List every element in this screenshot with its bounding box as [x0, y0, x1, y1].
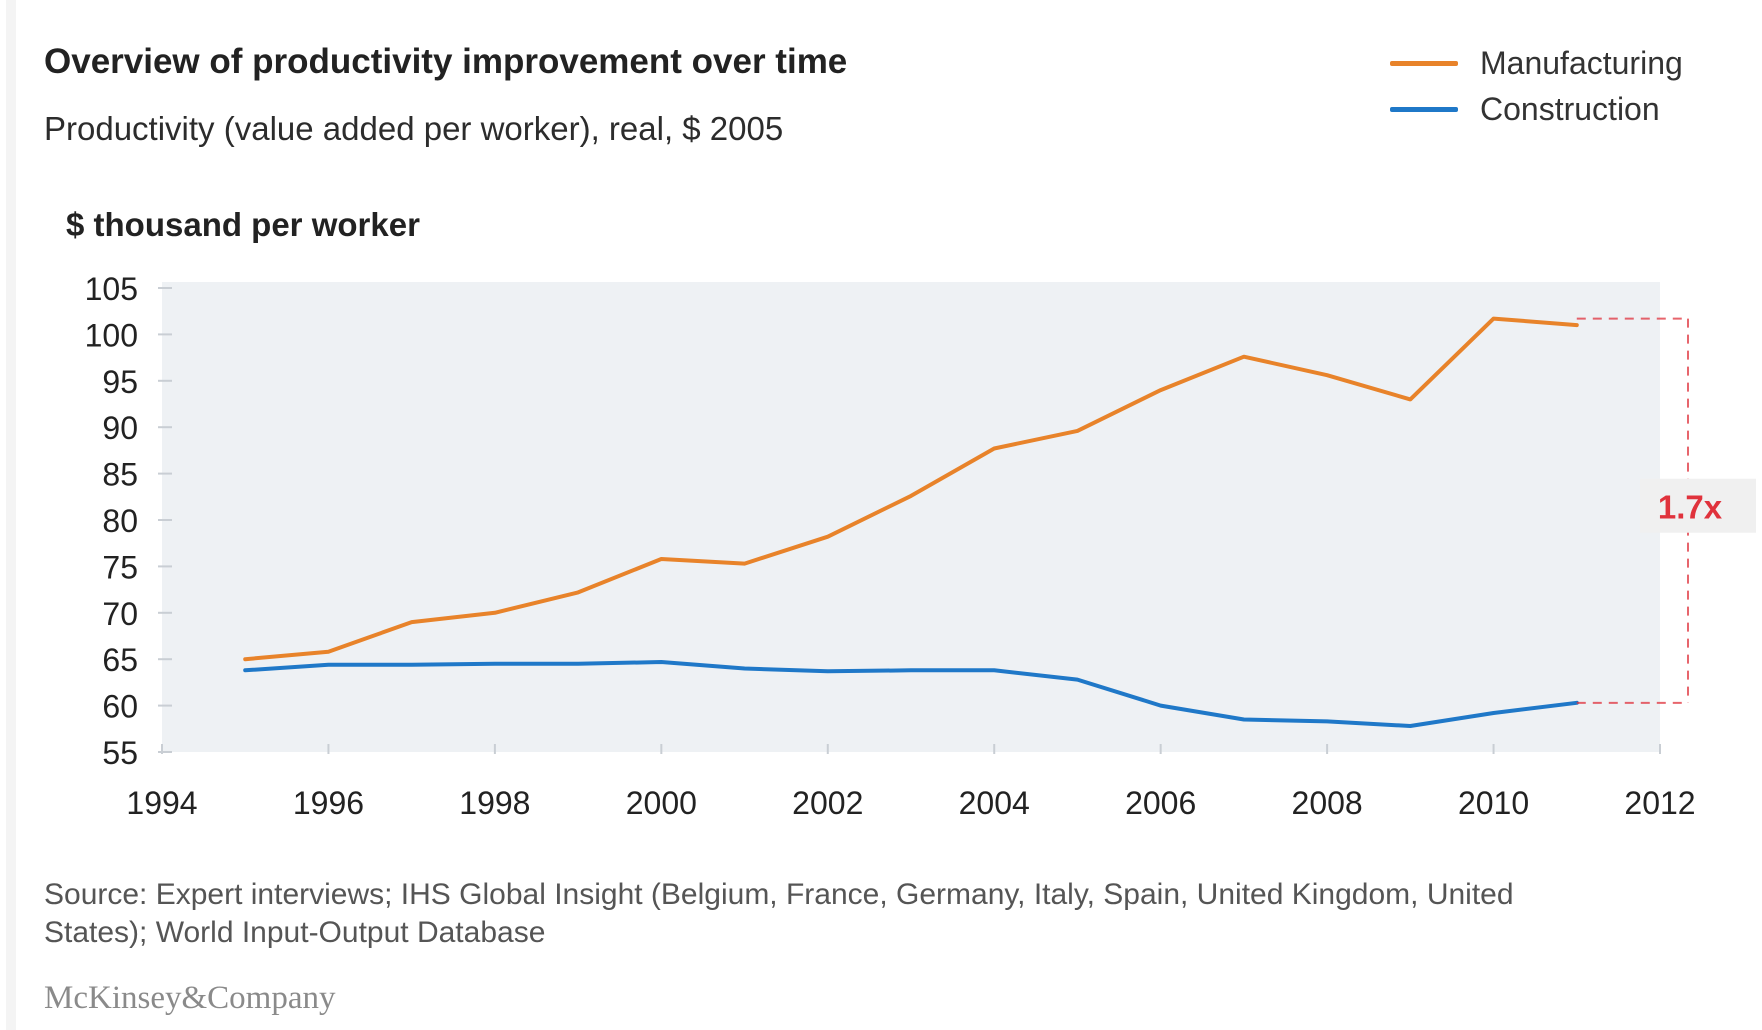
legend: Manufacturing Construction	[1390, 40, 1730, 132]
legend-swatch-manufacturing	[1390, 60, 1458, 66]
data-point-manufacturing	[743, 562, 747, 566]
y-tick-label: 95	[102, 364, 138, 400]
y-axis-unit-label: $ thousand per worker	[66, 206, 420, 243]
data-point-manufacturing	[1159, 388, 1163, 392]
data-point-construction	[1242, 718, 1246, 722]
legend-item-manufacturing: Manufacturing	[1390, 40, 1730, 86]
legend-item-construction: Construction	[1390, 86, 1730, 132]
left-border	[6, 0, 16, 1030]
x-tick-label: 2008	[1292, 785, 1363, 821]
y-tick-label: 70	[102, 596, 138, 632]
company-logo: McKinsey&Company	[44, 980, 336, 1016]
data-point-construction	[743, 666, 747, 670]
y-tick-label: 105	[85, 271, 138, 307]
y-tick-label: 55	[102, 735, 138, 771]
chart-subtitle: Productivity (value added per worker), r…	[44, 110, 784, 147]
data-point-manufacturing	[493, 611, 497, 615]
data-point-construction	[1408, 724, 1412, 728]
data-point-manufacturing	[1325, 373, 1329, 377]
y-tick-label: 65	[102, 642, 138, 678]
data-point-manufacturing	[1492, 317, 1496, 321]
y-tick-label: 75	[102, 549, 138, 585]
data-point-manufacturing	[326, 650, 330, 654]
data-point-manufacturing	[1075, 429, 1079, 433]
data-point-manufacturing	[826, 535, 830, 539]
data-point-construction	[243, 668, 247, 672]
data-point-construction	[410, 663, 414, 667]
data-point-manufacturing	[659, 557, 663, 561]
line-chart: 55 60 65 70 75 80 85 90 95 100 105 1994 1996 1998 2000…	[85, 271, 1756, 821]
x-tick-label: 2006	[1125, 785, 1196, 821]
data-point-construction	[493, 662, 497, 666]
x-tick-label: 1994	[126, 785, 197, 821]
data-point-construction	[1159, 704, 1163, 708]
data-point-manufacturing	[1242, 355, 1246, 359]
y-tick-label: 90	[102, 410, 138, 446]
data-point-construction	[1075, 678, 1079, 682]
y-tick-label: 60	[102, 689, 138, 725]
plot-area	[162, 282, 1660, 752]
x-tick-label: 1998	[459, 785, 530, 821]
y-tick-label: 80	[102, 503, 138, 539]
data-point-construction	[326, 663, 330, 667]
data-point-construction	[826, 669, 830, 673]
y-tick-label: 85	[102, 457, 138, 493]
data-point-construction	[1492, 711, 1496, 715]
data-point-manufacturing	[410, 620, 414, 624]
annotation-ratio-label: 1.7x	[1658, 489, 1723, 526]
x-tick-label: 2012	[1624, 785, 1695, 821]
legend-label-manufacturing: Manufacturing	[1480, 44, 1683, 81]
data-point-construction	[1325, 719, 1329, 723]
data-point-manufacturing	[1408, 397, 1412, 401]
data-point-construction	[576, 662, 580, 666]
data-point-manufacturing	[1575, 323, 1579, 327]
data-point-construction	[992, 668, 996, 672]
x-tick-label: 2000	[626, 785, 697, 821]
x-tick-label: 2010	[1458, 785, 1529, 821]
data-point-construction	[659, 660, 663, 664]
x-tick-label: 2002	[792, 785, 863, 821]
data-point-construction	[909, 668, 913, 672]
legend-swatch-construction	[1390, 106, 1458, 112]
data-point-manufacturing	[243, 657, 247, 661]
x-tick-label: 2004	[959, 785, 1030, 821]
annotation-label-background	[1640, 478, 1756, 533]
chart-title: Overview of productivity improvement ove…	[44, 42, 848, 81]
source-note: Source: Expert interviews; IHS Global In…	[44, 878, 1514, 949]
legend-label-construction: Construction	[1480, 90, 1660, 127]
data-point-manufacturing	[992, 447, 996, 451]
x-tick-label: 1996	[293, 785, 364, 821]
data-point-manufacturing	[909, 494, 913, 498]
data-point-manufacturing	[576, 590, 580, 594]
y-tick-label: 100	[85, 317, 138, 353]
